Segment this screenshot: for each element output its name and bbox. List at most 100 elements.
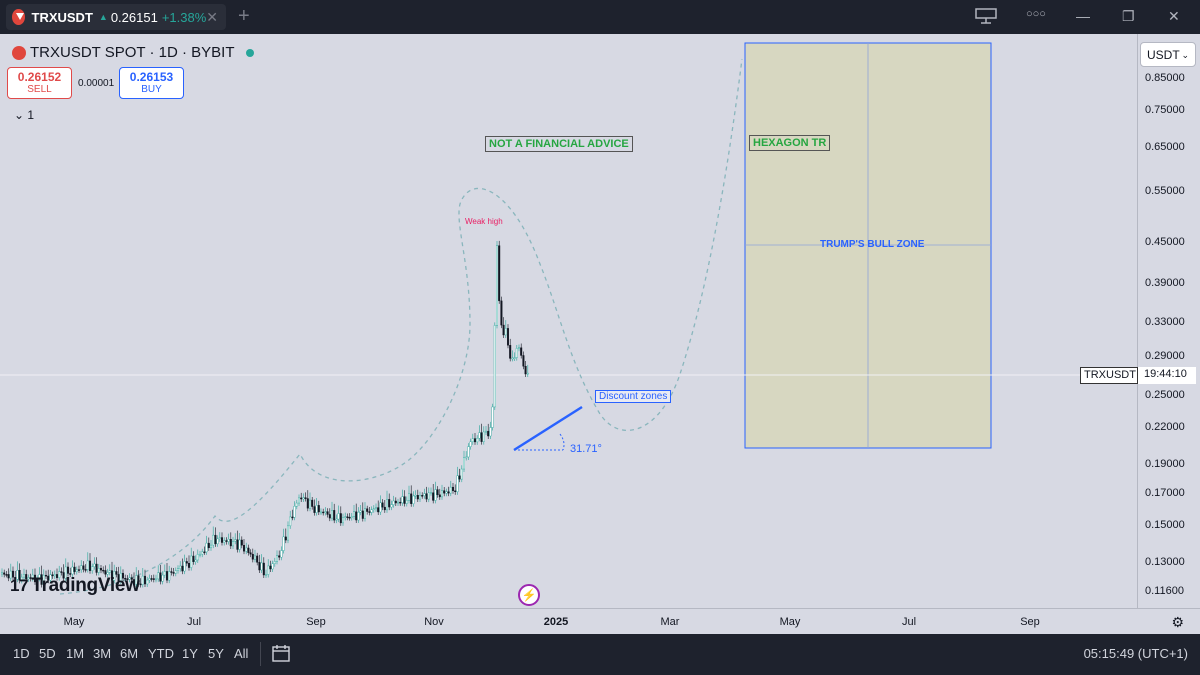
candle-body (209, 544, 212, 549)
candle-body (311, 499, 314, 507)
time-tick-label: Jul (901, 616, 917, 628)
candle-body (253, 555, 256, 560)
candle-body (346, 516, 349, 518)
range-3m[interactable]: 3M (93, 646, 112, 661)
candle-body (317, 505, 320, 513)
sell-label: SELL (27, 84, 52, 95)
weak-high-label: Weak high (465, 217, 503, 226)
range-all[interactable]: All (234, 646, 249, 661)
window-close-icon[interactable]: ✕ (1168, 8, 1180, 24)
candle-body (168, 571, 171, 581)
range-1d[interactable]: 1D (13, 646, 30, 661)
candle-body (34, 574, 37, 583)
restore-icon[interactable]: ❐ (1122, 8, 1135, 24)
indicators-toggle[interactable]: ⌄ 1 (14, 108, 35, 122)
price-tick-label: 0.45000 (1145, 236, 1185, 248)
price-tick-label: 0.17000 (1145, 487, 1185, 499)
time-tick-label: Sep (306, 616, 326, 628)
candle-body (498, 245, 501, 302)
range-ytd[interactable]: YTD (148, 646, 174, 661)
candle-body (36, 578, 39, 583)
candle-body (141, 575, 144, 585)
candle-body (258, 562, 261, 571)
projection-path[interactable] (59, 58, 743, 595)
candle-body (357, 512, 360, 521)
tab-change: +1.38% (161, 9, 207, 25)
price-tick-label: 0.29000 (1145, 350, 1185, 362)
legend-title[interactable]: TRXUSDT SPOT · 1D · BYBIT (12, 44, 255, 61)
candle-body (242, 545, 245, 552)
candle-body (419, 495, 422, 500)
candles-group[interactable] (1, 240, 529, 588)
candle-body (342, 517, 345, 524)
candle-body (56, 574, 59, 578)
watermark-text: TradingView (31, 575, 140, 596)
calendar-goto-icon[interactable] (271, 643, 291, 668)
minimize-icon[interactable]: — (1076, 8, 1090, 24)
range-6m[interactable]: 6M (120, 646, 139, 661)
candle-body (322, 511, 325, 514)
tab-price: 0.26151 (110, 9, 158, 25)
sell-button[interactable]: 0.26152 SELL (7, 67, 72, 99)
angle-line[interactable] (513, 405, 583, 452)
candle-body (478, 432, 481, 439)
candle-body (132, 579, 135, 585)
candle-body (463, 457, 466, 470)
candle-body (53, 574, 56, 577)
chevron-down-icon: ⌄ (1181, 50, 1189, 60)
candle-body (302, 497, 305, 500)
tradingview-watermark: 17 TradingView (10, 575, 140, 597)
time-scale[interactable]: ⚙ May Jul Sep Nov 2025 Mar May Jul Sep (0, 608, 1200, 634)
layout-icon[interactable] (975, 8, 997, 27)
candle-body (99, 568, 102, 571)
candle-body (447, 491, 450, 494)
range-5d[interactable]: 5D (39, 646, 56, 661)
chart-area[interactable]: NOT A FINANCIAL ADVICE HEXAGON TR TRUMP'… (0, 34, 1137, 608)
currency-select[interactable]: USDT ⌄ (1140, 42, 1196, 67)
price-tick-label: 0.11600 (1145, 585, 1184, 597)
candle-body (220, 537, 223, 543)
candle-body (146, 579, 149, 585)
candle-body (456, 475, 459, 493)
candle-body (45, 574, 48, 577)
candle-body (524, 365, 527, 375)
nfa-label[interactable]: NOT A FINANCIAL ADVICE (485, 136, 633, 152)
candle-body (379, 502, 382, 513)
chart-canvas[interactable] (0, 34, 1137, 608)
hexagon-label[interactable]: HEXAGON TR (749, 135, 831, 151)
clock-timezone[interactable]: 05:15:49 (UTC+1) (1083, 646, 1188, 661)
candle-body (152, 578, 155, 580)
candle-body (62, 572, 65, 579)
candle-body (509, 345, 512, 359)
candle-body (238, 539, 241, 550)
tradingview-logo-icon: 17 (10, 576, 29, 595)
price-tick-label: 0.55000 (1145, 185, 1185, 197)
discount-zones-label[interactable]: Discount zones (595, 390, 672, 403)
more-icon[interactable]: ○○○ (1026, 8, 1046, 20)
candle-body (71, 566, 74, 575)
candle-body (185, 561, 188, 564)
candle-body (66, 566, 69, 574)
settings-gear-icon[interactable]: ⚙ (1171, 614, 1184, 630)
new-tab-icon[interactable]: + (238, 5, 250, 27)
candle-body (128, 577, 131, 580)
candle-body (240, 539, 243, 546)
candle-body (234, 539, 237, 542)
buy-button[interactable]: 0.26153 BUY (119, 67, 184, 99)
price-tick-label: 0.65000 (1145, 141, 1185, 153)
candle-body (364, 508, 367, 519)
candle-body (60, 571, 63, 573)
symbol-tab[interactable]: TRXUSDT ▲ 0.26151 +1.38% ✕ (6, 4, 226, 30)
candle-body (333, 510, 336, 521)
range-1m[interactable]: 1M (66, 646, 85, 661)
lightning-icon[interactable]: ⚡ (518, 584, 540, 606)
candle-body (139, 583, 142, 586)
price-scale[interactable]: 0.85000 0.75000 0.65000 0.55000 0.45000 0.390… (1137, 34, 1200, 608)
range-1y[interactable]: 1Y (182, 646, 198, 661)
candle-body (95, 563, 98, 573)
tab-close-icon[interactable]: ✕ (206, 8, 218, 25)
candle-body (3, 572, 6, 575)
candle-body (231, 541, 234, 547)
range-5y[interactable]: 5Y (208, 646, 224, 661)
candle-body (273, 561, 276, 564)
